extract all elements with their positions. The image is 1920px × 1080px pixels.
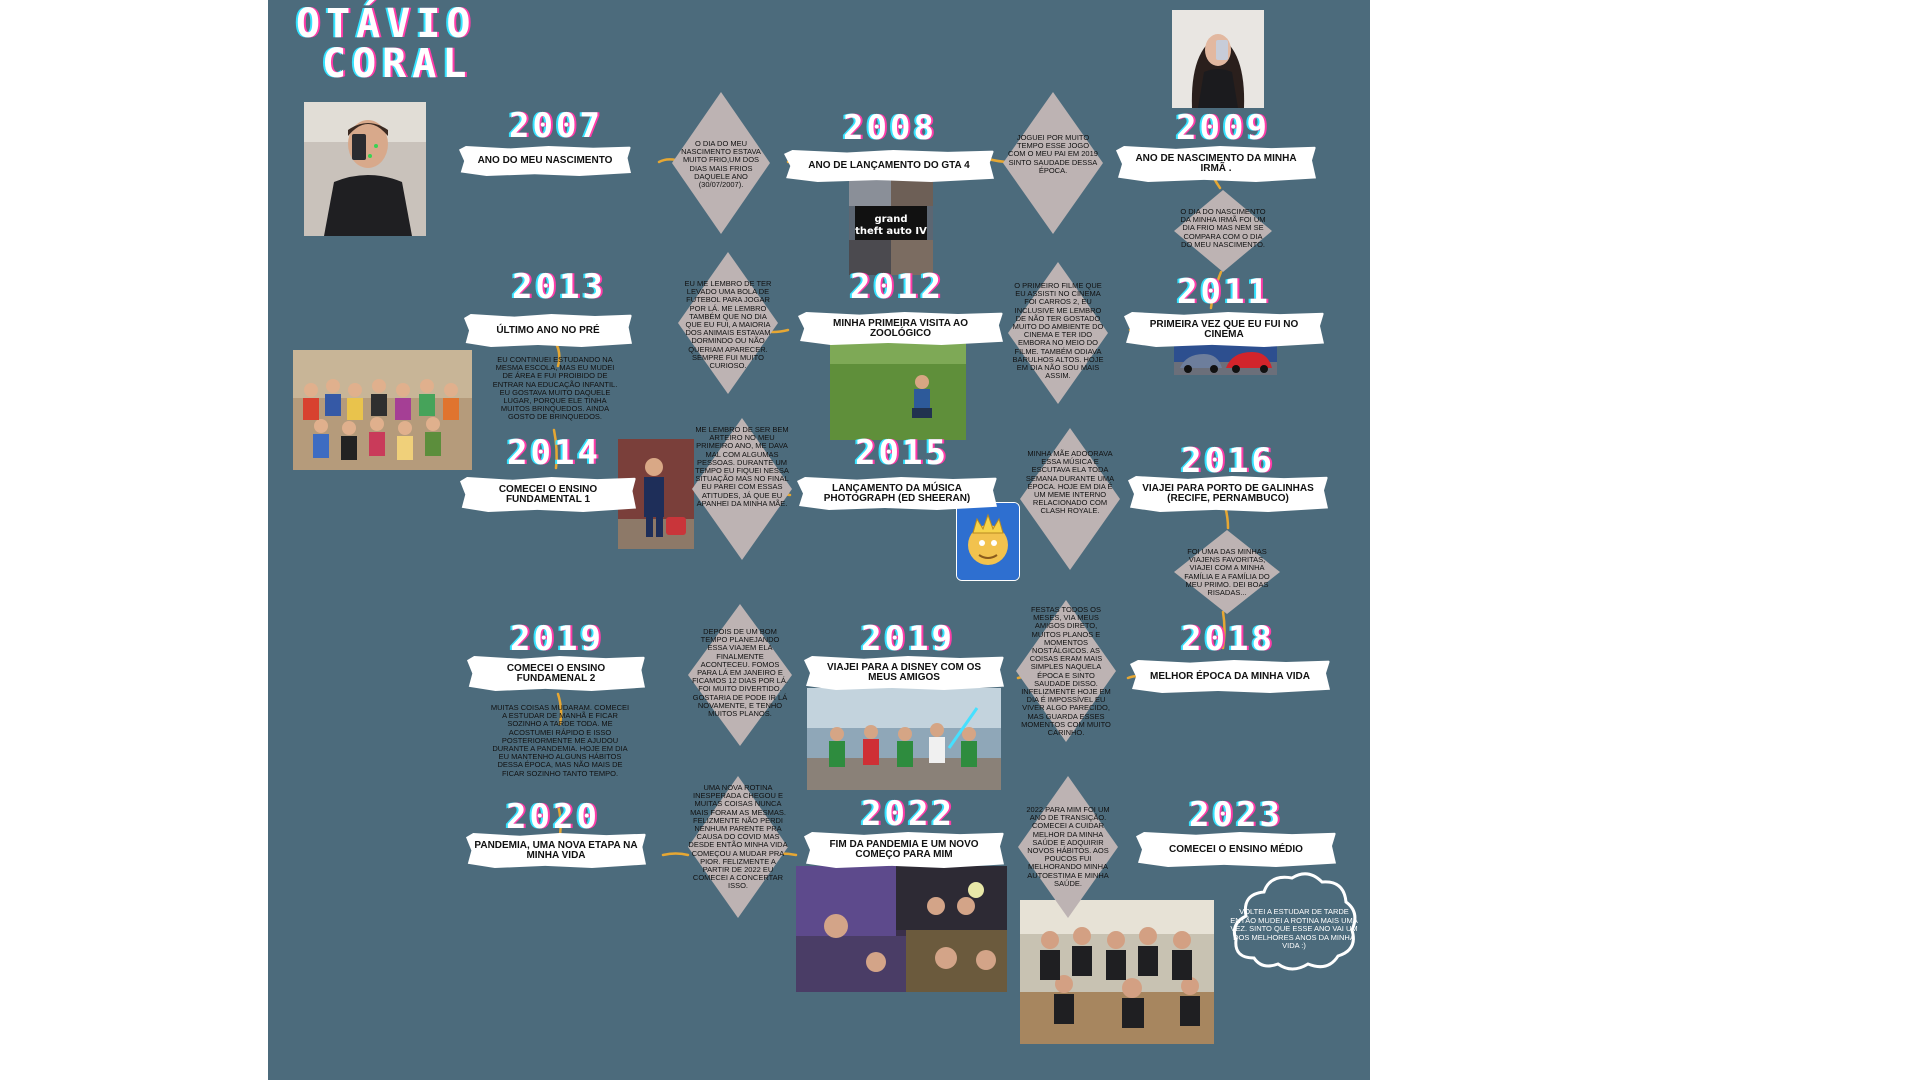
event-2012-caption: MINHA PRIMEIRA VISITA AO ZOOLÓGICO <box>798 312 1003 345</box>
photo-disney-friends <box>807 688 1001 790</box>
photo-zoo <box>830 342 966 440</box>
year-2011: 2011 <box>1177 272 1271 312</box>
event-2022-caption: FIM DA PANDEMIA E UM NOVO COMEÇO PARA MI… <box>804 832 1004 868</box>
year-2016: 2016 <box>1181 441 1275 481</box>
event-2020-caption: PANDEMIA, UMA NOVA ETAPA NA MINHA VIDA <box>466 833 646 868</box>
note-2012: EU ME LEMBRO DE TER LEVADO UMA BOLA DE F… <box>684 279 772 371</box>
year-2019-school: 2019 <box>510 619 604 659</box>
year-2008: 2008 <box>843 108 937 148</box>
note-2015: MINHA MÃE ADOORAVA ESSA MÚSICA E ESCUTAV… <box>1025 449 1115 516</box>
note-2020: UMA NOVA ROTINA INESPERADA CHEGOU E MUIT… <box>688 783 788 891</box>
year-2023: 2023 <box>1189 795 1283 835</box>
title-line-2: CORAL <box>322 41 473 87</box>
event-2016-caption: VIAJEI PARA PORTO DE GALINHAS (RECIFE, P… <box>1128 476 1328 512</box>
gta-logo-line1: grand <box>874 214 907 225</box>
note-2011: O PRIMEIRO FILME QUE EU ASSISTI NO CINEM… <box>1012 281 1104 381</box>
photo-sister-2009 <box>1172 10 1264 108</box>
year-2013: 2013 <box>512 267 606 307</box>
timeline-board: OTÁVIO CORAL <box>268 0 1370 1080</box>
event-2011-caption: PRIMEIRA VEZ QUE EU FUI NO CINEMA <box>1124 312 1324 347</box>
photo-friends-2022 <box>796 866 1007 992</box>
year-2018: 2018 <box>1181 619 1275 659</box>
photo-cars2 <box>1174 340 1277 375</box>
note-2014: ME LEMBRO DE SER BEM ARTEIRO NO MEU PRIM… <box>695 425 789 508</box>
gta-logo-line2: theft auto IV <box>855 226 927 237</box>
event-2019-school-caption: COMECEI O ENSINO FUNDAMENAL 2 <box>467 656 645 691</box>
year-2012: 2012 <box>850 267 944 307</box>
note-2013-leaving-preschool: EU CONTINUEI ESTUDANDO NA MESMA ESCOLA, … <box>492 355 618 422</box>
note-2018: FESTAS TODOS OS MESES, VIA MEUS AMIGOS D… <box>1021 605 1111 738</box>
photo-selfie-2007 <box>304 102 426 236</box>
event-2007-caption: ANO DO MEU NASCIMENTO <box>459 146 631 176</box>
event-2019-disney-caption: VIAJEI PARA A DISNEY COM OS MEUS AMIGOS <box>804 656 1004 690</box>
photo-class-2023 <box>1020 900 1214 1044</box>
note-2022: 2022 PARA MIM FOI UM ANO DE TRANSIÇÃO. C… <box>1026 805 1110 888</box>
title-line-1: OTÁVIO <box>296 1 477 47</box>
note-2016: FOI UMA DAS MINHAS VIAJENS FAVORITAS, VI… <box>1184 547 1270 598</box>
year-2020: 2020 <box>506 797 600 837</box>
page-title: OTÁVIO CORAL <box>296 4 477 84</box>
note-2007: O DIA DO MEU NASCIMENTO ESTAVA MUITO FRI… <box>681 139 761 190</box>
year-2015: 2015 <box>855 433 949 473</box>
year-2014: 2014 <box>507 433 601 473</box>
note-2023: VOLTEI A ESTUDAR DE TARDE ENTÃO MUDEI A … <box>1230 907 1358 950</box>
note-2008: JOGUEI POR MUITO TEMPO ESSE JOGO COM O M… <box>1008 133 1098 175</box>
event-2013-caption: ÚLTIMO ANO NO PRÉ <box>464 314 632 347</box>
year-2009: 2009 <box>1176 108 1270 148</box>
photo-class-group <box>293 350 472 470</box>
photo-gta-cover: grand theft auto IV <box>849 172 933 275</box>
year-2007: 2007 <box>509 106 603 146</box>
event-2014-caption: COMECEI O ENSINO FUNDAMENTAL 1 <box>460 477 636 512</box>
photo-first-school-day <box>618 439 694 549</box>
note-2009: O DIA DO NASCIMENTO DA MINHA IRMÃ FOI UM… <box>1180 207 1266 249</box>
event-2008-caption: ANO DE LANÇAMENTO DO GTA 4 <box>784 150 994 182</box>
event-2023-caption: COMECEI O ENSINO MÉDIO <box>1136 832 1336 867</box>
note-cloud-2023 <box>1232 872 1357 971</box>
year-2022: 2022 <box>861 794 955 834</box>
event-2015-caption: LANÇAMENTO DA MÚSICA PHOTOGRAPH (ED SHEE… <box>797 477 997 510</box>
note-2019-school: MUITAS COISAS MUDARAM. COMECEI A ESTUDAR… <box>490 703 630 778</box>
note-2019-disney: DEPOIS DE UM BOM TEMPO PLANEJANDO ESSA V… <box>692 627 788 719</box>
photo-clash-royale-king <box>956 502 1020 581</box>
event-2009-caption: ANO DE NASCIMENTO DA MINHA IRMÃ . <box>1116 146 1316 182</box>
event-2018-caption: MELHOR ÉPOCA DA MINHA VIDA <box>1130 660 1330 693</box>
year-2019-disney: 2019 <box>861 619 955 659</box>
